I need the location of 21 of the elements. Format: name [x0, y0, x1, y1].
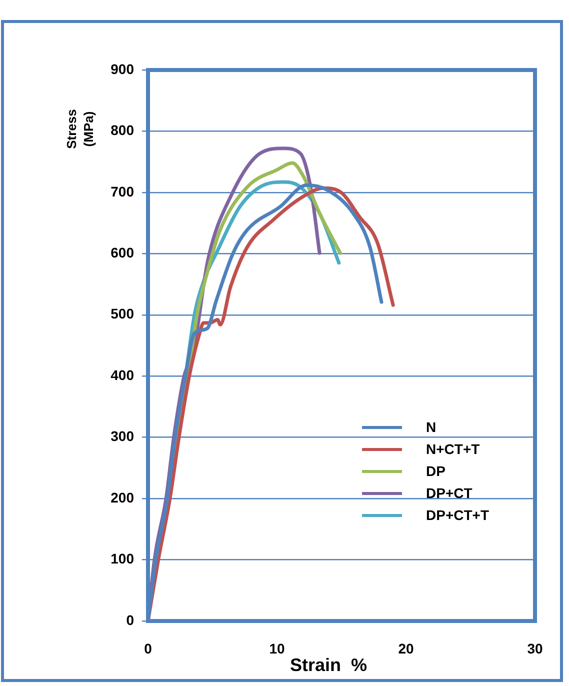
- y-tick-label: 900: [110, 60, 134, 77]
- x-tick-label: 10: [269, 640, 285, 656]
- y-tick-label: 800: [110, 122, 134, 138]
- y-tick-label: 100: [110, 550, 134, 567]
- x-tick-label: 30: [527, 640, 543, 656]
- legend-label: DP+CT: [426, 485, 472, 501]
- x-tick-label: 0: [144, 640, 152, 656]
- legend-label: DP+CT+T: [426, 507, 490, 523]
- x-tick-label: 20: [398, 640, 414, 656]
- legend-label: DP: [426, 463, 446, 479]
- y-tick-label: 600: [110, 244, 134, 261]
- x-axis-title: Strain %: [290, 655, 368, 676]
- legend-label: N: [426, 419, 436, 435]
- y-tick-label: 300: [110, 428, 134, 444]
- y-tick-label: 400: [110, 366, 134, 383]
- y-tick-label: 700: [110, 183, 134, 200]
- y-tick-label: 0: [126, 612, 134, 628]
- legend-label: N+CT+T: [426, 441, 480, 457]
- y-tick-label: 200: [110, 489, 134, 506]
- y-tick-label: 500: [110, 306, 134, 322]
- y-axis-title: Stress (MPa): [62, 109, 97, 149]
